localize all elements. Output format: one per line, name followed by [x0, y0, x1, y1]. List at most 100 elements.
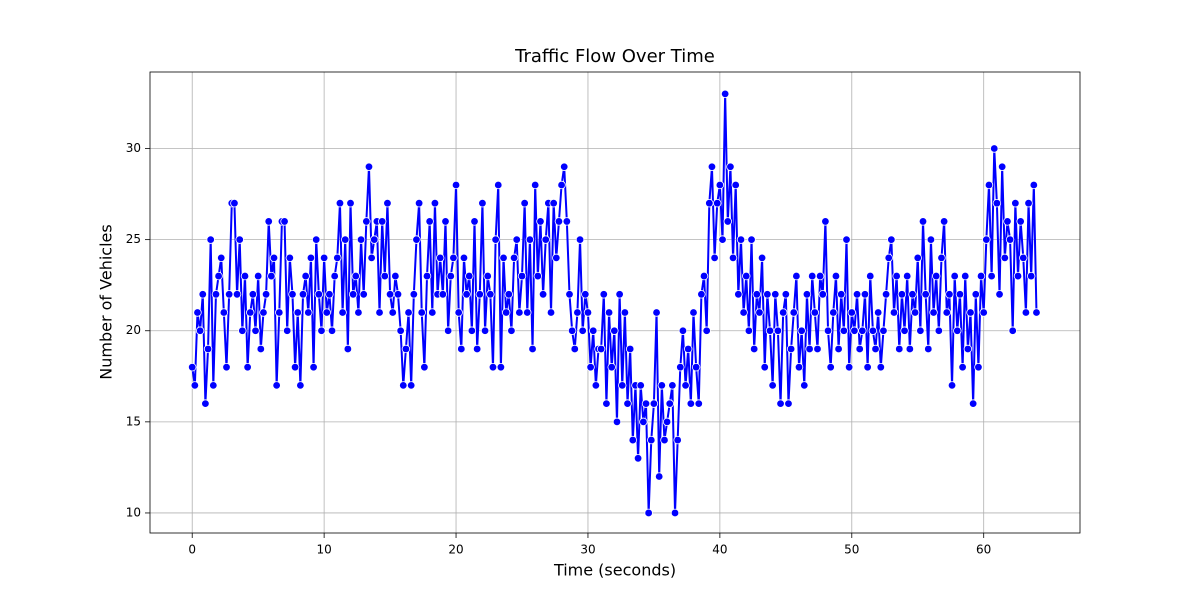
marker: [950, 271, 959, 281]
marker: [383, 198, 392, 208]
marker: [847, 308, 856, 317]
marker: [552, 253, 561, 263]
marker: [1008, 326, 1017, 335]
marker: [879, 326, 888, 335]
marker: [697, 290, 706, 299]
marker: [639, 417, 648, 427]
marker: [348, 290, 358, 299]
marker: [1000, 253, 1010, 263]
marker: [330, 271, 339, 281]
marker: [937, 253, 946, 263]
marker: [301, 271, 310, 281]
marker: [837, 290, 846, 299]
marker: [863, 362, 872, 372]
marker: [763, 290, 772, 299]
marker: [488, 362, 498, 372]
marker: [831, 271, 841, 281]
marker: [230, 198, 239, 208]
marker: [536, 217, 545, 226]
marker: [990, 144, 999, 153]
marker: [549, 198, 558, 208]
marker: [691, 362, 701, 372]
marker: [238, 326, 247, 335]
marker: [581, 290, 590, 299]
marker: [757, 253, 767, 263]
marker: [689, 308, 698, 317]
marker: [430, 198, 440, 208]
marker: [710, 253, 719, 263]
marker: [393, 290, 403, 299]
marker: [599, 290, 608, 299]
marker: [304, 308, 313, 317]
marker: [589, 326, 598, 335]
marker: [575, 235, 585, 244]
marker: [335, 198, 345, 208]
marker: [573, 308, 582, 317]
marker: [198, 290, 207, 299]
marker: [322, 308, 331, 317]
marker: [705, 198, 714, 208]
marker: [866, 271, 875, 281]
marker: [538, 290, 548, 299]
marker: [240, 271, 250, 281]
marker: [232, 290, 242, 299]
marker: [222, 362, 231, 372]
marker: [929, 308, 938, 317]
marker: [684, 344, 693, 354]
marker: [702, 326, 711, 335]
marker: [264, 217, 273, 226]
marker: [742, 271, 751, 281]
marker: [520, 198, 529, 208]
marker: [900, 326, 909, 335]
marker: [636, 381, 645, 390]
marker: [654, 472, 664, 481]
x-tick-label: 50: [844, 543, 859, 557]
marker: [720, 89, 730, 99]
marker: [515, 308, 524, 317]
marker: [747, 235, 756, 244]
marker: [942, 308, 951, 317]
y-tick-label: 10: [126, 505, 141, 519]
marker: [855, 344, 864, 354]
marker: [979, 308, 988, 317]
marker: [396, 326, 405, 335]
marker: [768, 381, 777, 390]
marker: [1024, 198, 1033, 208]
marker: [214, 271, 223, 281]
marker: [533, 271, 543, 281]
marker: [955, 290, 965, 299]
y-tick-label: 20: [126, 323, 141, 337]
marker: [546, 308, 556, 317]
marker: [375, 308, 384, 317]
marker: [219, 308, 229, 317]
marker: [528, 344, 537, 354]
marker: [963, 344, 973, 354]
marker: [736, 235, 746, 244]
marker: [377, 217, 387, 226]
marker: [966, 308, 975, 317]
marker: [351, 271, 360, 281]
marker: [926, 235, 936, 244]
marker: [422, 271, 432, 281]
marker: [206, 235, 215, 244]
marker: [668, 381, 677, 390]
x-tick-label: 0: [188, 543, 196, 557]
marker: [359, 290, 368, 299]
marker: [829, 308, 838, 317]
marker: [494, 180, 503, 190]
marker: [235, 235, 244, 244]
y-axis-label: Number of Vehicles: [97, 224, 116, 379]
marker: [644, 508, 653, 518]
marker: [591, 381, 601, 390]
marker: [319, 253, 329, 263]
chart-title: Traffic Flow Over Time: [514, 46, 715, 67]
marker: [449, 253, 458, 263]
marker: [823, 326, 833, 335]
marker: [818, 290, 827, 299]
marker: [987, 271, 996, 281]
marker: [971, 290, 980, 299]
marker: [338, 308, 347, 317]
marker: [662, 417, 672, 427]
marker: [797, 326, 806, 335]
